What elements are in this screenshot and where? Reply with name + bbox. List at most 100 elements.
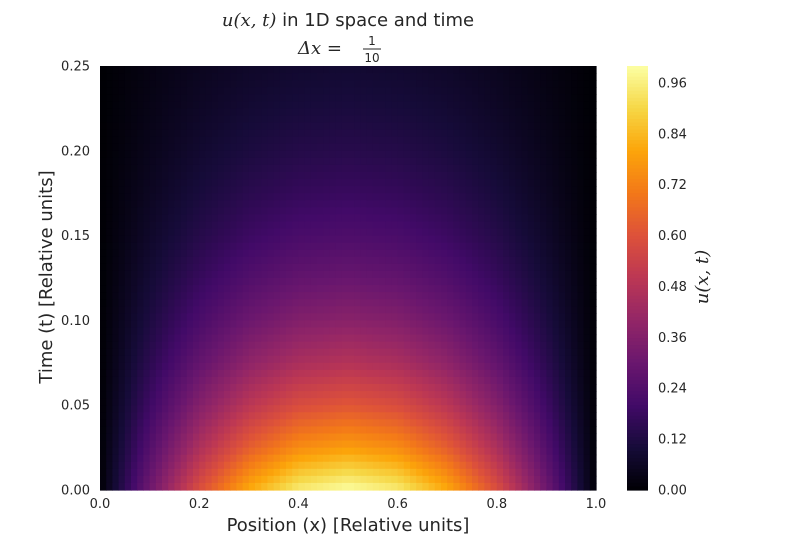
heatmap-cell xyxy=(571,320,578,329)
heatmap-cell xyxy=(193,143,200,152)
heatmap-cell xyxy=(397,313,405,321)
heatmap-cell xyxy=(106,143,113,152)
heatmap-cell xyxy=(465,440,473,449)
heatmap-cell xyxy=(112,447,120,456)
heatmap-cell xyxy=(248,412,256,420)
heatmap-cell xyxy=(124,150,132,159)
heatmap-cell xyxy=(224,249,231,258)
colorbar-segment xyxy=(627,260,648,265)
heatmap-cell xyxy=(372,66,380,74)
heatmap-cell xyxy=(397,270,405,279)
heatmap-cell xyxy=(236,157,244,166)
heatmap-cell xyxy=(304,270,312,279)
heatmap-cell xyxy=(465,270,473,279)
heatmap-cell xyxy=(211,475,219,484)
heatmap-cell xyxy=(515,200,523,208)
heatmap-cell xyxy=(199,172,206,180)
heatmap-cell xyxy=(118,482,126,491)
heatmap-cell xyxy=(248,348,256,357)
heatmap-cell xyxy=(193,214,200,223)
heatmap-cell xyxy=(416,73,423,81)
heatmap-cell xyxy=(267,115,275,124)
heatmap-cell xyxy=(589,348,597,357)
heatmap-cell xyxy=(317,341,324,350)
heatmap-cell xyxy=(286,299,293,307)
heatmap-cell xyxy=(428,214,436,223)
heatmap-cell xyxy=(490,313,498,321)
heatmap-cell xyxy=(441,108,448,117)
heatmap-cell xyxy=(124,482,132,491)
heatmap-cell xyxy=(155,482,163,491)
heatmap-cell xyxy=(236,221,244,230)
heatmap-cell xyxy=(571,235,578,244)
heatmap-cell xyxy=(199,285,206,293)
heatmap-cell xyxy=(341,214,349,223)
heatmap-cell xyxy=(472,447,479,456)
heatmap-cell xyxy=(180,327,188,336)
heatmap-cell xyxy=(236,214,244,223)
heatmap-cell xyxy=(168,341,175,350)
heatmap-cell xyxy=(323,292,330,300)
heatmap-cell xyxy=(534,94,541,102)
heatmap-cell xyxy=(577,405,585,413)
heatmap-cell xyxy=(589,94,597,102)
heatmap-cell xyxy=(180,454,188,463)
heatmap-cell xyxy=(465,143,473,152)
heatmap-cell xyxy=(155,348,163,357)
heatmap-cell xyxy=(472,221,479,230)
heatmap-cell xyxy=(490,256,498,265)
heatmap-cell xyxy=(472,122,479,131)
heatmap-cell xyxy=(310,73,318,81)
heatmap-cell xyxy=(379,482,386,491)
heatmap-cell xyxy=(143,299,151,307)
heatmap-cell xyxy=(571,101,578,109)
heatmap-cell xyxy=(261,355,268,364)
heatmap-cell xyxy=(162,278,169,286)
heatmap-cell xyxy=(354,468,361,477)
heatmap-cell xyxy=(112,101,120,109)
heatmap-cell xyxy=(558,193,566,201)
heatmap-cell xyxy=(286,376,293,385)
heatmap-cell xyxy=(273,200,281,208)
heatmap-cell xyxy=(217,405,225,413)
colorbar-segment xyxy=(627,405,648,410)
heatmap-cell xyxy=(124,348,132,357)
heatmap-cell xyxy=(577,412,585,420)
heatmap-cell xyxy=(162,292,169,300)
heatmap-cell xyxy=(521,292,529,300)
heatmap-cell xyxy=(100,193,107,201)
heatmap-cell xyxy=(434,369,442,378)
heatmap-cell xyxy=(236,263,244,272)
heatmap-cell xyxy=(459,263,467,272)
heatmap-cell xyxy=(341,242,349,251)
heatmap-cell xyxy=(168,221,175,230)
heatmap-cell xyxy=(360,115,368,124)
heatmap-cell xyxy=(199,87,206,95)
heatmap-cell xyxy=(360,157,368,166)
heatmap-cell xyxy=(416,263,423,272)
heatmap-cell xyxy=(298,193,306,201)
heatmap-cell xyxy=(118,101,126,109)
heatmap-cell xyxy=(329,80,337,88)
heatmap-cell xyxy=(137,108,144,117)
heatmap-cell xyxy=(428,249,436,258)
heatmap-cell xyxy=(124,391,132,399)
heatmap-cell xyxy=(149,108,157,117)
colorbar-segment xyxy=(627,203,648,208)
heatmap-cell xyxy=(255,292,262,300)
heatmap-cell xyxy=(118,278,126,286)
heatmap-cell xyxy=(391,355,399,364)
heatmap-cell xyxy=(137,334,144,343)
heatmap-cell xyxy=(416,454,423,463)
heatmap-cell xyxy=(583,320,591,329)
heatmap-cell xyxy=(186,172,194,180)
heatmap-cell xyxy=(279,108,287,117)
heatmap-cell xyxy=(546,447,554,456)
heatmap-cell xyxy=(106,419,113,427)
heatmap-cell xyxy=(490,341,498,350)
heatmap-cell xyxy=(236,362,244,371)
heatmap-cell xyxy=(422,122,430,131)
heatmap-cell xyxy=(416,447,423,456)
heatmap-cell xyxy=(255,433,262,442)
heatmap-cell xyxy=(397,285,405,293)
